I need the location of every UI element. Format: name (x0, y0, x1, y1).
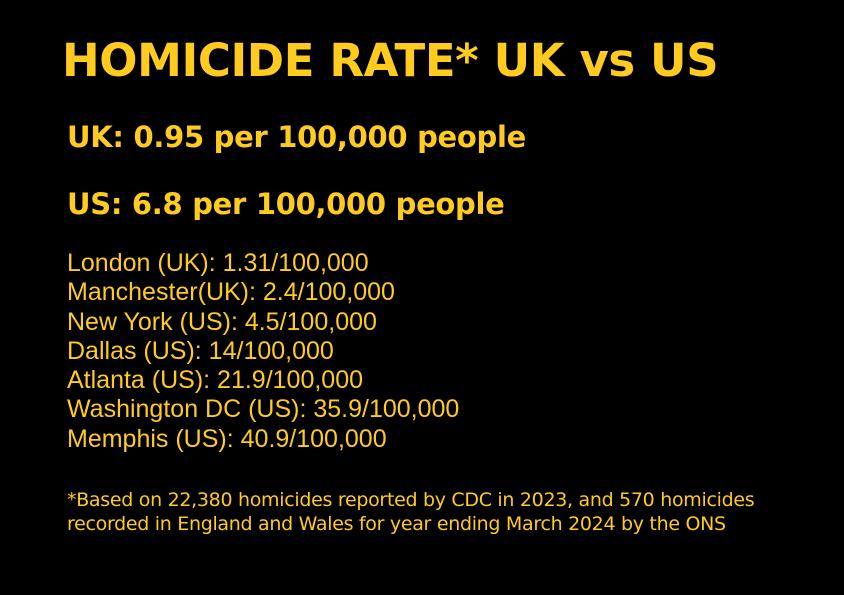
city-rate-washington-dc: Washington DC (US): 35.9/100,000 (67, 395, 460, 424)
city-rate-memphis: Memphis (US): 40.9/100,000 (67, 424, 387, 453)
city-rate-london: London (UK): 1.31/100,000 (67, 249, 369, 277)
city-rate-atlanta: Atlanta (US): 21.9/100,000 (67, 366, 364, 395)
city-rate-list: London (UK): 1.31/100,000 Manchester(UK)… (67, 249, 459, 454)
city-rate-manchester: Manchester(UK): 2.4/100,000 (67, 278, 395, 307)
uk-rate-stat: UK: 0.95 per 100,000 people (67, 120, 526, 154)
page-title: HOMICIDE RATE* UK vs US (62, 34, 719, 87)
city-rate-dallas: Dallas (US): 14/100,000 (67, 336, 334, 365)
us-rate-stat: US: 6.8 per 100,000 people (67, 187, 505, 221)
city-rate-new-york: New York (US): 4.5/100,000 (67, 307, 377, 336)
source-footnote: *Based on 22,380 homicides reported by C… (67, 489, 755, 535)
